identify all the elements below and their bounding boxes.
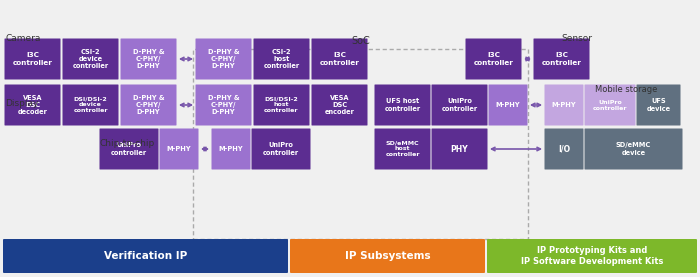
FancyBboxPatch shape [253,39,309,79]
FancyBboxPatch shape [4,39,60,79]
Text: M-PHY: M-PHY [496,102,520,108]
Text: DSI/DSI-2
host
controller: DSI/DSI-2 host controller [265,96,299,114]
FancyBboxPatch shape [160,129,199,170]
Text: D-PHY &
C-PHY/
D-PHY: D-PHY & C-PHY/ D-PHY [133,49,164,69]
FancyBboxPatch shape [253,84,309,125]
Text: SoC: SoC [351,36,370,46]
Text: SD/eMMC
host
controller: SD/eMMC host controller [385,140,420,158]
FancyBboxPatch shape [4,84,60,125]
FancyBboxPatch shape [545,129,584,170]
Text: CSI-2
device
controller: CSI-2 device controller [72,49,108,69]
Text: I3C
controller: I3C controller [320,52,359,66]
FancyBboxPatch shape [545,84,584,125]
FancyBboxPatch shape [120,84,176,125]
FancyBboxPatch shape [584,129,682,170]
Text: UniPro
controller: UniPro controller [263,142,299,156]
FancyBboxPatch shape [431,84,487,125]
FancyBboxPatch shape [533,39,589,79]
FancyBboxPatch shape [431,129,487,170]
Text: VESA
DSC
encoder: VESA DSC encoder [325,95,354,115]
FancyBboxPatch shape [211,129,251,170]
FancyBboxPatch shape [584,84,636,125]
FancyBboxPatch shape [99,129,158,170]
Text: UFS
device: UFS device [646,98,671,112]
Text: PHY: PHY [451,145,468,153]
FancyBboxPatch shape [62,39,118,79]
Text: Display: Display [5,99,38,108]
Text: SD/eMMC
device: SD/eMMC device [616,142,651,156]
Text: D-PHY &
C-PHY/
D-PHY: D-PHY & C-PHY/ D-PHY [133,95,164,115]
FancyBboxPatch shape [251,129,311,170]
FancyBboxPatch shape [3,239,288,273]
FancyBboxPatch shape [290,239,485,273]
FancyBboxPatch shape [312,84,368,125]
Text: D-PHY &
C-PHY/
D-PHY: D-PHY & C-PHY/ D-PHY [208,49,239,69]
Text: UniPro
controller: UniPro controller [593,99,627,111]
Text: I3C
controller: I3C controller [474,52,513,66]
FancyBboxPatch shape [636,84,680,125]
Text: VESA
DSC
decoder: VESA DSC decoder [18,95,48,115]
Text: Chip-to-chip: Chip-to-chip [100,139,155,148]
Text: M-PHY: M-PHY [218,146,244,152]
Text: Verification IP: Verification IP [104,251,187,261]
FancyBboxPatch shape [195,84,251,125]
FancyBboxPatch shape [62,84,118,125]
Text: I3C
controller: I3C controller [13,52,52,66]
Text: Mobile storage: Mobile storage [595,85,657,94]
Text: UniPro
controller: UniPro controller [442,98,477,112]
FancyBboxPatch shape [374,84,430,125]
Text: I/O: I/O [558,145,570,153]
Text: CSI-2
host
controller: CSI-2 host controller [263,49,300,69]
Text: Camera: Camera [5,34,41,43]
Text: D-PHY &
C-PHY/
D-PHY: D-PHY & C-PHY/ D-PHY [208,95,239,115]
FancyBboxPatch shape [120,39,176,79]
Text: M-PHY: M-PHY [167,146,191,152]
FancyBboxPatch shape [374,129,430,170]
FancyBboxPatch shape [312,39,368,79]
FancyBboxPatch shape [489,84,528,125]
FancyBboxPatch shape [487,239,697,273]
Text: IP Subsystems: IP Subsystems [344,251,430,261]
FancyBboxPatch shape [466,39,522,79]
Text: M-PHY: M-PHY [552,102,576,108]
Text: I3C
controller: I3C controller [542,52,582,66]
Text: Sensor: Sensor [561,34,592,43]
Text: IP Prototyping Kits and
IP Software Development Kits: IP Prototyping Kits and IP Software Deve… [521,246,663,266]
Text: UniPro
controller: UniPro controller [111,142,147,156]
Text: DSI/DSI-2
device
controller: DSI/DSI-2 device controller [74,96,108,114]
Text: UFS host
controller: UFS host controller [384,98,421,112]
FancyBboxPatch shape [195,39,251,79]
